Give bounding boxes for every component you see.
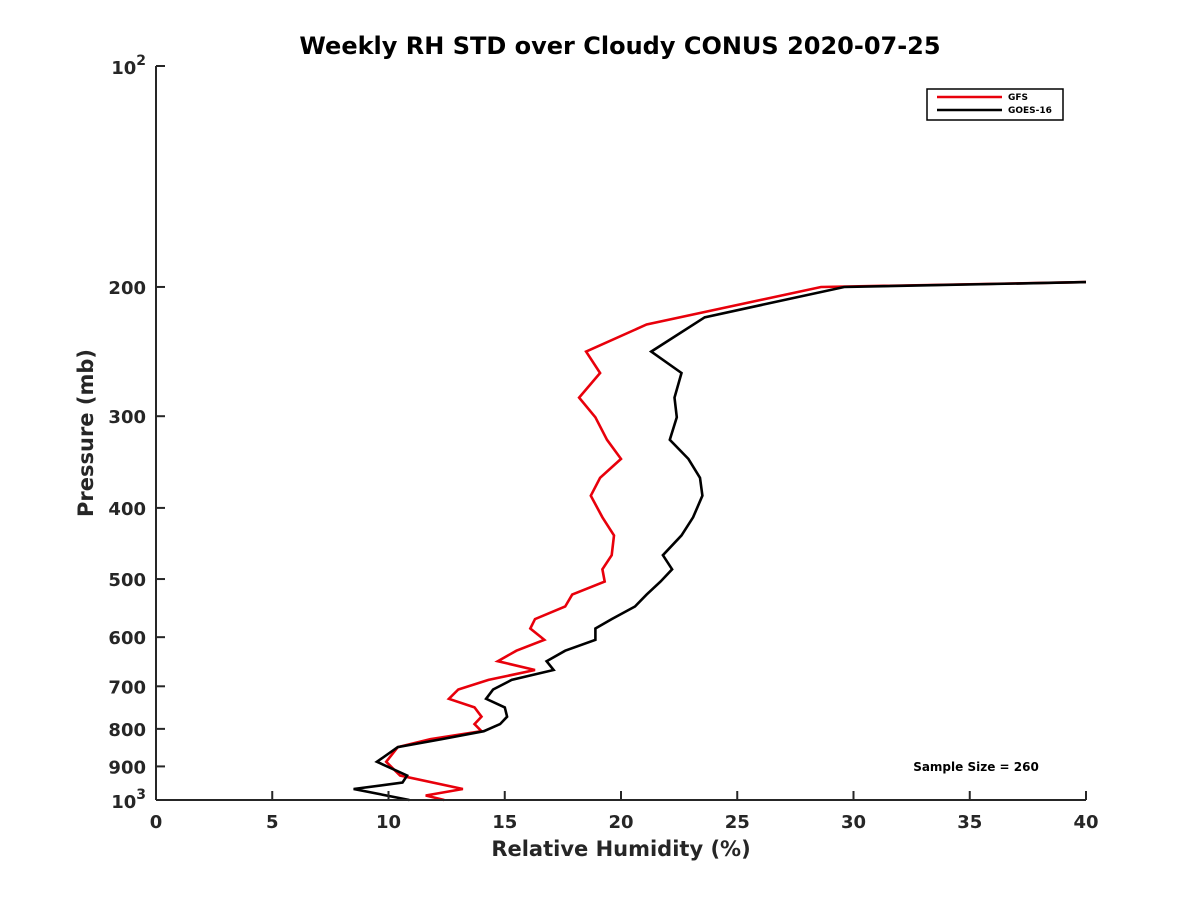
x-tick-label: 35 <box>957 812 982 833</box>
y-axis-label: Pressure (mb) <box>74 349 98 517</box>
y-axis-ticks: 200 300 400 500 600 700 800 900 102 103 <box>108 53 165 813</box>
x-tick-label: 30 <box>841 812 866 833</box>
plot-area: 0 5 10 15 20 25 30 35 40 200 300 400 500 600 700 800 90… <box>108 53 1098 833</box>
y-tick-label: 300 <box>108 407 146 428</box>
sample-size-annotation: Sample Size = 260 <box>913 760 1039 774</box>
legend-label-goes16: GOES-16 <box>1008 106 1052 116</box>
y-tick-label: 500 <box>108 570 146 591</box>
y-tick-label: 102 <box>111 53 146 79</box>
y-tick-label: 400 <box>108 499 146 520</box>
y-tick-label: 600 <box>108 628 146 649</box>
legend-box <box>926 88 1064 121</box>
series-line-gfs <box>384 280 1087 802</box>
y-tick-label: 900 <box>108 757 146 778</box>
x-tick-label: 0 <box>150 812 163 833</box>
y-tick-label: 200 <box>108 278 146 299</box>
x-tick-label: 20 <box>608 812 633 833</box>
y-tick-label: 800 <box>108 720 146 741</box>
x-tick-label: 25 <box>725 812 750 833</box>
series-line-goes16 <box>353 280 1087 802</box>
y-tick-label: 700 <box>108 677 146 698</box>
x-tick-label: 5 <box>266 812 279 833</box>
chart-title: Weekly RH STD over Cloudy CONUS 2020-07-… <box>299 32 940 60</box>
legend: GFS GOES-16 <box>926 88 1064 121</box>
y-tick-label: 103 <box>111 787 146 813</box>
x-axis-label: Relative Humidity (%) <box>491 837 750 861</box>
x-axis-ticks: 0 5 10 15 20 25 30 35 40 <box>150 791 1099 833</box>
x-tick-label: 10 <box>376 812 401 833</box>
legend-label-gfs: GFS <box>1008 93 1028 103</box>
x-tick-label: 15 <box>492 812 517 833</box>
series-layer <box>353 280 1087 802</box>
x-tick-label: 40 <box>1073 812 1098 833</box>
